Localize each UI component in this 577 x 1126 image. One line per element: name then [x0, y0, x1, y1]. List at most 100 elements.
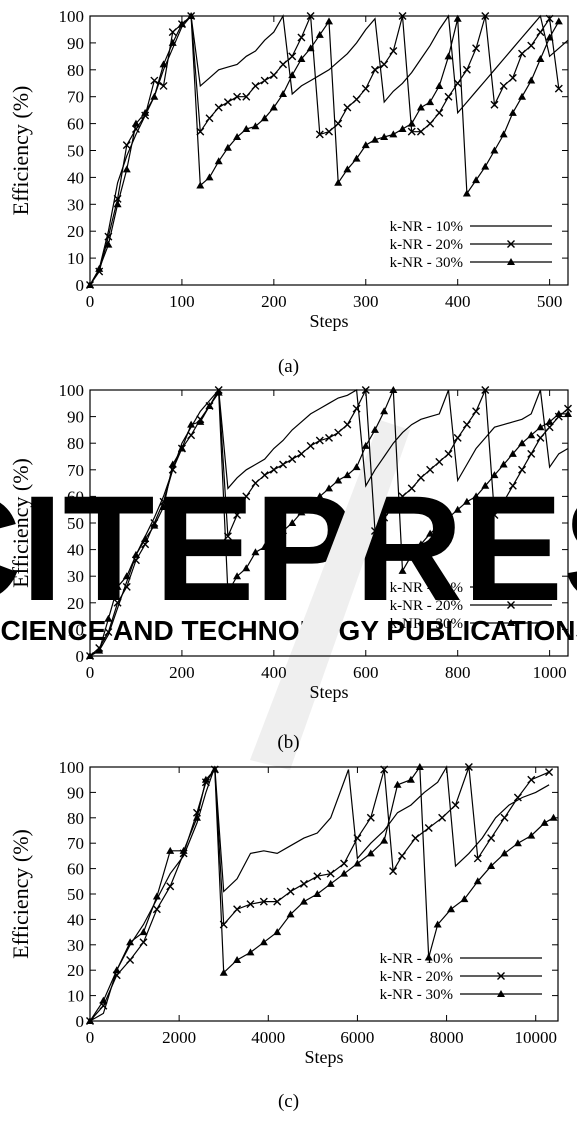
data-point — [481, 162, 490, 170]
data-point — [554, 409, 563, 417]
data-point — [508, 449, 517, 457]
y-tick-label: 50 — [67, 885, 84, 904]
data-point — [168, 28, 177, 37]
chart-caption-a: (a) — [277, 356, 300, 377]
data-point — [279, 60, 288, 69]
watermark-swoosh — [250, 420, 410, 770]
x-tick-label: 4000 — [251, 1028, 285, 1047]
x-tick-label: 400 — [445, 292, 471, 311]
data-point — [168, 38, 177, 46]
data-point — [460, 895, 469, 903]
data-point — [513, 793, 522, 802]
data-point — [352, 463, 361, 471]
data-point — [179, 846, 188, 854]
x-tick-label: 300 — [353, 292, 379, 311]
data-point — [126, 938, 135, 946]
data-point — [279, 90, 288, 98]
series-k-nr-10 — [89, 388, 569, 657]
data-point — [104, 628, 113, 637]
data-point — [487, 834, 496, 843]
legend-marker — [507, 601, 515, 609]
y-tick-label: 30 — [67, 567, 84, 586]
legend-marker — [497, 990, 505, 997]
data-point — [462, 420, 471, 429]
legend-label: k-NR - 10% — [390, 580, 463, 596]
y-tick-label: 80 — [67, 434, 84, 453]
y-tick-label: 90 — [67, 783, 84, 802]
data-point — [246, 900, 255, 909]
data-point — [499, 130, 508, 138]
data-point — [398, 12, 407, 20]
data-point — [472, 492, 481, 500]
data-point — [426, 465, 435, 474]
data-point — [187, 12, 196, 19]
data-point — [481, 12, 490, 20]
data-point — [435, 521, 444, 529]
data-point — [513, 839, 522, 847]
data-point — [260, 542, 269, 550]
y-tick-label: 50 — [67, 142, 84, 161]
data-point — [370, 526, 379, 535]
data-point — [269, 465, 278, 474]
legend: k-NR - 10% k-NR - 20% k-NR - 30% — [380, 951, 542, 1003]
x-tick-label: 8000 — [430, 1028, 464, 1047]
legend-label: k-NR - 30% — [390, 255, 463, 271]
x-tick-label: 0 — [86, 663, 95, 682]
data-point — [433, 920, 442, 928]
data-point — [389, 386, 398, 393]
data-point — [481, 386, 490, 394]
x-tick-label: 500 — [537, 292, 563, 311]
data-point — [462, 497, 471, 505]
data-point — [380, 133, 389, 141]
data-point — [297, 33, 306, 42]
data-point — [406, 775, 415, 783]
data-point — [370, 135, 379, 143]
data-point — [545, 14, 554, 23]
data-point — [444, 513, 453, 521]
data-point — [122, 582, 131, 591]
data-point — [95, 264, 104, 272]
chart-panel-c: 0 10 20 30 40 50 60 70 80 90 100 0 2000 4000 6000 8000 1… — [0, 753, 577, 1126]
data-point — [407, 119, 416, 127]
y-tick-label: 40 — [67, 168, 84, 187]
data-point — [205, 173, 214, 181]
data-point — [435, 108, 444, 117]
data-point — [315, 492, 324, 500]
data-point — [334, 178, 343, 186]
data-point — [223, 588, 232, 596]
data-point — [288, 52, 297, 61]
series-line-k-nr-30 — [89, 14, 560, 286]
series-line-k-nr-10 — [89, 14, 569, 286]
data-point — [334, 428, 343, 437]
series-line-k-nr-20 — [89, 387, 569, 657]
data-point — [139, 928, 148, 936]
data-point — [288, 71, 297, 79]
y-tick-label: 20 — [67, 594, 84, 613]
data-point — [536, 423, 545, 431]
data-point — [242, 92, 251, 101]
data-point — [205, 401, 214, 409]
data-point — [251, 81, 260, 90]
data-point — [113, 598, 122, 607]
data-point — [424, 823, 433, 832]
series-line-k-nr-30 — [89, 389, 568, 657]
watermark-text: SCITEPRESS — [0, 464, 577, 632]
data-point — [380, 407, 389, 415]
data-point — [451, 801, 460, 810]
data-point — [487, 862, 496, 870]
y-tick-label: 40 — [67, 541, 84, 560]
data-point — [370, 425, 379, 433]
data-point — [104, 614, 113, 622]
data-point — [527, 775, 536, 784]
data-point — [343, 165, 352, 173]
data-point — [219, 968, 228, 976]
data-point — [306, 12, 315, 20]
data-point — [393, 780, 402, 788]
y-axis-label: Efficiency (%) — [8, 829, 33, 959]
data-point — [152, 892, 161, 900]
data-point — [152, 905, 161, 914]
chart-caption-c: (c) — [277, 1091, 300, 1112]
legend-label: k-NR - 30% — [380, 987, 453, 1003]
